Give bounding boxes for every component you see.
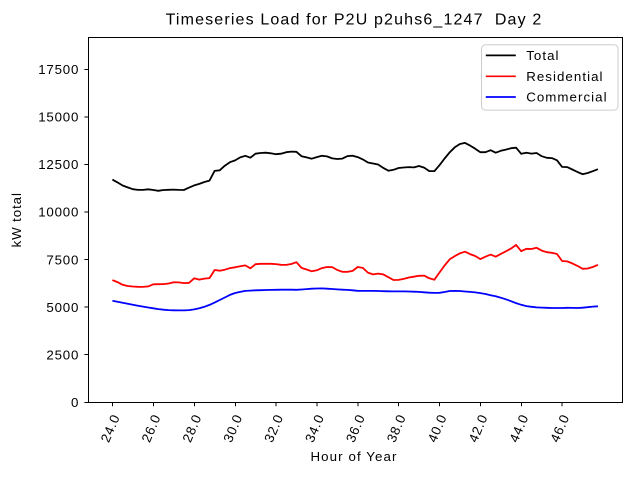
svg-text:Timeseries Load for P2U p2uhs6: Timeseries Load for P2U p2uhs6_1247 Day …	[166, 12, 543, 29]
svg-text:7500: 7500	[46, 252, 79, 267]
svg-text:15000: 15000	[38, 110, 79, 125]
svg-text:10000: 10000	[38, 205, 79, 220]
svg-text:5000: 5000	[46, 300, 79, 315]
svg-text:kW total: kW total	[9, 192, 24, 247]
svg-text:Commercial: Commercial	[526, 90, 607, 105]
svg-text:12500: 12500	[38, 157, 79, 172]
svg-text:Hour of Year: Hour of Year	[310, 449, 397, 464]
svg-text:Total: Total	[526, 48, 559, 63]
svg-text:Residential: Residential	[526, 69, 603, 84]
svg-text:0: 0	[71, 395, 79, 410]
svg-text:17500: 17500	[38, 62, 79, 77]
svg-text:2500: 2500	[46, 347, 79, 362]
